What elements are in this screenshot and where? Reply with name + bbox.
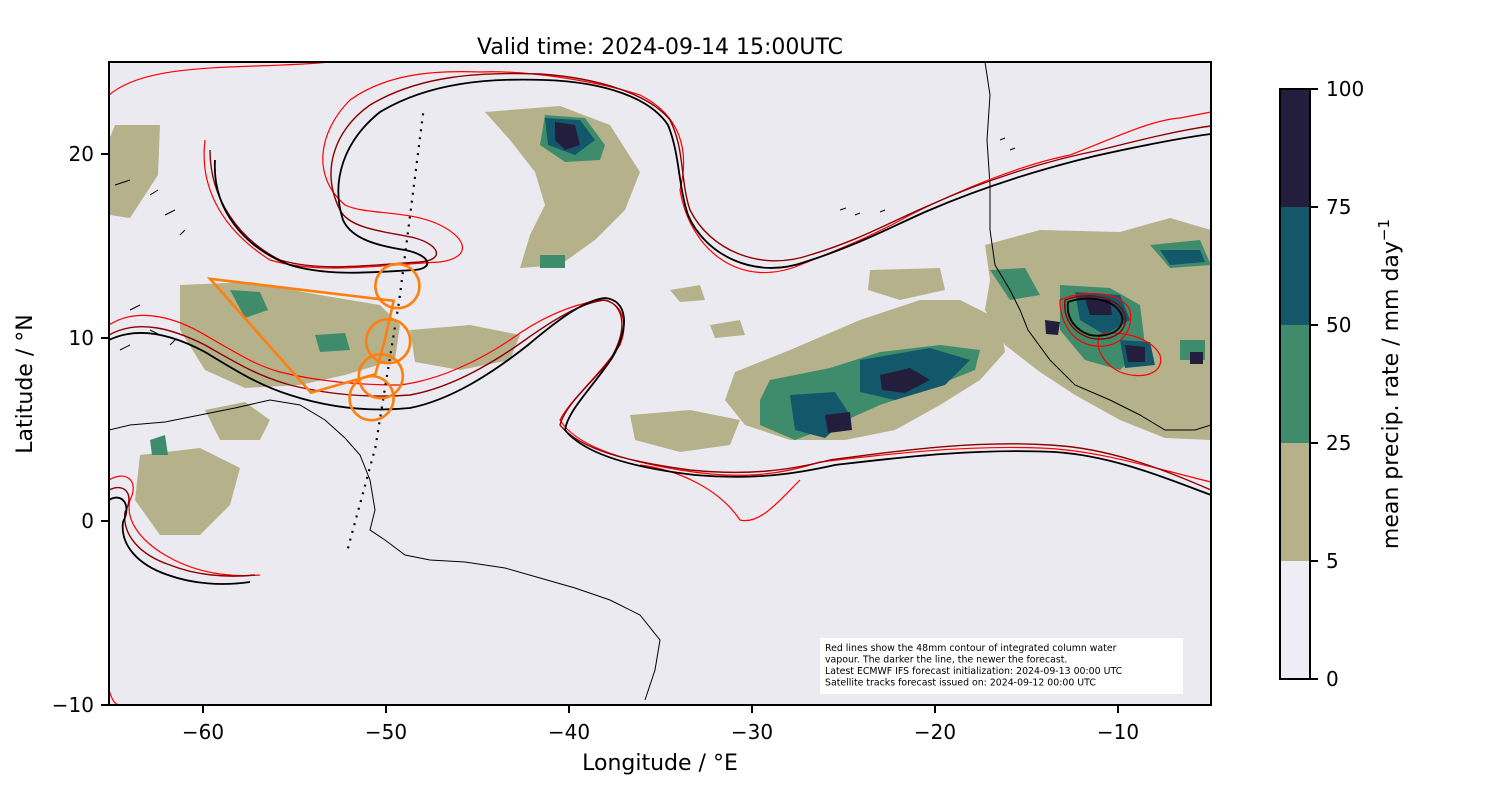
annotation-box: Red lines show the 48mm contour of integ… bbox=[820, 638, 1183, 694]
colorbar-tick-label: 50 bbox=[1326, 313, 1351, 337]
colorbar: 100 75 50 25 5 0 mean precip. rate / mm … bbox=[1279, 77, 1404, 691]
y-tick-label: −10 bbox=[52, 693, 94, 717]
caribbean-islands bbox=[114, 179, 186, 351]
colorbar-tick-label: 75 bbox=[1326, 195, 1351, 219]
x-tick-label: −40 bbox=[548, 720, 590, 744]
x-tick-label: −20 bbox=[914, 720, 956, 744]
annotation-line-4: Satellite tracks forecast issued on: 202… bbox=[825, 678, 1096, 689]
flight-circle-4 bbox=[348, 374, 395, 422]
south-america-coast bbox=[109, 399, 661, 701]
colorbar-band-0-5 bbox=[1280, 561, 1310, 679]
cape-verde-islands bbox=[839, 207, 886, 216]
map-frame bbox=[108, 61, 1212, 706]
flight-circle-3 bbox=[357, 352, 405, 400]
y-tick-label: 0 bbox=[81, 509, 94, 533]
y-tick-label: 20 bbox=[69, 142, 94, 166]
x-tick-label: −60 bbox=[182, 720, 224, 744]
colorbar-band-25-50 bbox=[1280, 325, 1310, 443]
colorbar-tick-label: 100 bbox=[1326, 77, 1364, 101]
colorbar-band-75-100 bbox=[1280, 89, 1310, 207]
africa-coast bbox=[984, 62, 1211, 431]
flight-circles bbox=[348, 262, 421, 422]
map-title: Valid time: 2024-09-14 15:00UTC bbox=[477, 35, 843, 60]
precip-area-equatorial bbox=[630, 410, 740, 452]
flight-circle-1 bbox=[374, 262, 421, 310]
y-tick-label: 10 bbox=[69, 326, 94, 350]
precip-area-sw bbox=[135, 448, 240, 535]
x-axis-label: Longitude / °E bbox=[582, 751, 738, 776]
colorbar-tick-label: 0 bbox=[1326, 667, 1339, 691]
colorbar-tick-label: 5 bbox=[1326, 549, 1339, 573]
colorbar-tick-label: 25 bbox=[1326, 431, 1351, 455]
x-axis: −60 −50 −40 −30 −20 −10 Longitude / °E bbox=[182, 705, 1139, 776]
precip-area-nw bbox=[109, 125, 160, 218]
colorbar-frame bbox=[1279, 88, 1311, 680]
y-axis-label: Latitude / °N bbox=[13, 314, 38, 453]
iwv-contours-mid bbox=[109, 72, 1211, 577]
precip-area-mid-east bbox=[868, 268, 945, 300]
annotation-line-1: Red lines show the 48mm contour of integ… bbox=[825, 643, 1117, 654]
precip-extreme-areas bbox=[555, 122, 1203, 433]
map-panel[interactable]: Red lines show the 48mm contour of integ… bbox=[108, 61, 1212, 706]
coastlines bbox=[109, 62, 1211, 701]
x-tick-label: −50 bbox=[365, 720, 407, 744]
colorbar-label-superscript: −1 bbox=[1375, 219, 1393, 241]
flight-circle-2 bbox=[364, 317, 412, 365]
annotation-line-3: Latest ECMWF IFS forecast initialization… bbox=[825, 666, 1123, 677]
x-tick-label: −10 bbox=[1097, 720, 1139, 744]
iwv-contours-new bbox=[109, 78, 1211, 585]
colorbar-label-main: mean precip. rate / mm day bbox=[1379, 241, 1404, 549]
x-tick-label: −30 bbox=[731, 720, 773, 744]
flight-track-polygon bbox=[206, 277, 396, 395]
precip-area-small-2 bbox=[710, 320, 745, 338]
annotation-line-2: vapour. The darker the line, the newer t… bbox=[825, 655, 1067, 666]
precip-area-sw-2 bbox=[205, 402, 270, 440]
precip-area-small-1 bbox=[670, 285, 705, 302]
colorbar-label: mean precip. rate / mm day−1 bbox=[1375, 219, 1404, 549]
precip-area-west-2 bbox=[410, 325, 520, 370]
colorbar-band-5-25 bbox=[1280, 443, 1310, 561]
map-content: Red lines show the 48mm contour of integ… bbox=[109, 62, 1211, 705]
colorbar-band-50-75 bbox=[1280, 207, 1310, 325]
canary-islands bbox=[999, 137, 1016, 151]
y-axis: 20 10 0 −10 Latitude / °N bbox=[13, 142, 109, 717]
